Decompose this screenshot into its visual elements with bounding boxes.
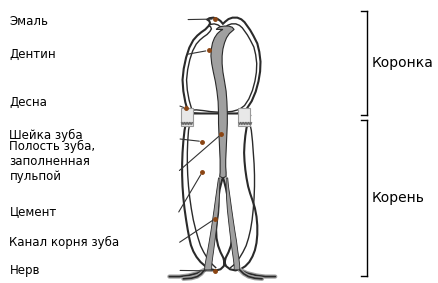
Text: Нерв: Нерв — [9, 264, 40, 277]
Text: Дентин: Дентин — [9, 48, 56, 61]
Polygon shape — [204, 178, 219, 270]
Text: Шейка зуба: Шейка зуба — [9, 129, 83, 142]
Text: Полость зуба,
заполненная
пульпой: Полость зуба, заполненная пульпой — [9, 140, 95, 183]
FancyBboxPatch shape — [237, 108, 250, 126]
Polygon shape — [210, 26, 233, 178]
Text: Цемент: Цемент — [9, 205, 57, 218]
Text: Коронка: Коронка — [371, 56, 432, 70]
Text: Корень: Корень — [371, 191, 423, 205]
Polygon shape — [226, 178, 239, 270]
Text: Канал корня зуба: Канал корня зуба — [9, 236, 119, 249]
Text: Десна: Десна — [9, 96, 47, 109]
Polygon shape — [186, 24, 256, 112]
Polygon shape — [182, 113, 257, 270]
Text: Эмаль: Эмаль — [9, 14, 48, 27]
FancyBboxPatch shape — [180, 108, 192, 126]
Polygon shape — [182, 18, 260, 116]
